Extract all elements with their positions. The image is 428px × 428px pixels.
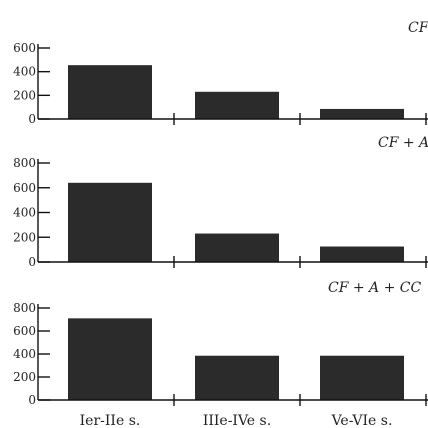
- bar-1-2: [195, 91, 279, 119]
- bar-2-2: [195, 233, 279, 262]
- bar-2-3: [320, 246, 404, 262]
- category-label-2: IIIe-IVe s.: [203, 413, 271, 428]
- bar-3-3: [320, 355, 404, 400]
- panel-label-1: CF: [408, 20, 428, 36]
- bar-3-1: [68, 318, 152, 400]
- y-tick-label-1-1: 0: [28, 112, 36, 126]
- chart-panel-3: 0 200 400 600 800 CF + A + CC Ier-IIe s. IIIe-I…: [13, 280, 428, 428]
- category-label-1: Ier-IIe s.: [80, 413, 141, 428]
- y-tick-label-1-2: 200: [13, 88, 36, 102]
- bar-1-1: [68, 65, 152, 119]
- y-tick-label-2-4: 600: [13, 181, 36, 195]
- y-tick-label-1-3: 400: [13, 65, 36, 79]
- y-tick-label-2-1: 0: [28, 255, 36, 269]
- bar-3-2: [195, 355, 279, 400]
- bar-1-3: [320, 108, 404, 119]
- y-tick-label-3-5: 800: [13, 301, 36, 315]
- chart-panel-2: 0 200 400 600 800 CF + A: [13, 135, 428, 269]
- y-tick-label-3-2: 200: [13, 370, 36, 384]
- y-tick-label-3-1: 0: [28, 393, 36, 407]
- chart-panel-1: 0 200 400 600 CF: [13, 20, 428, 126]
- category-label-3: Ve-VIe s.: [331, 413, 393, 428]
- panel-label-3: CF + A + CC: [328, 280, 422, 296]
- y-tick-label-2-5: 800: [13, 156, 36, 170]
- y-tick-label-1-4: 600: [13, 41, 36, 55]
- bar-2-1: [68, 182, 152, 262]
- panel-label-2: CF + A: [378, 135, 428, 151]
- y-tick-label-3-4: 600: [13, 324, 36, 338]
- y-tick-label-2-2: 200: [13, 230, 36, 244]
- y-tick-label-2-3: 400: [13, 206, 36, 220]
- y-tick-label-3-3: 400: [13, 347, 36, 361]
